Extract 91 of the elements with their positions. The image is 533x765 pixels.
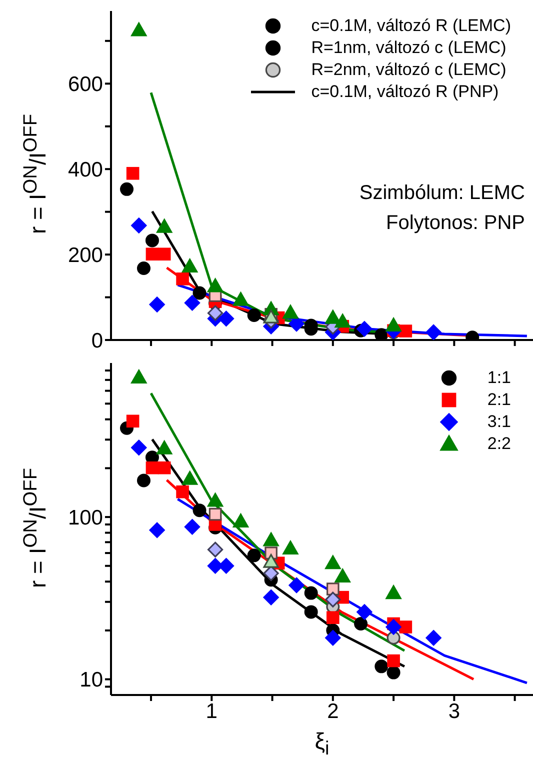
point	[325, 310, 341, 324]
point	[325, 555, 341, 570]
point	[386, 619, 402, 635]
point	[207, 492, 224, 507]
point	[263, 554, 279, 568]
point	[326, 611, 340, 624]
legend-label: R=1nm, változó c (LEMC)	[311, 38, 506, 58]
annotation: Folytonos: PNP	[385, 211, 525, 236]
point	[158, 461, 171, 474]
point	[282, 304, 298, 319]
x-tick-label: 1	[206, 700, 218, 723]
point	[192, 286, 206, 300]
x-axis-title: ξ$_{i}$	[314, 728, 330, 761]
point	[386, 666, 400, 680]
point	[184, 519, 200, 535]
y-tick-label: 600	[68, 73, 103, 96]
point	[263, 310, 279, 324]
point	[136, 261, 150, 275]
legend-label: 1:1	[487, 368, 511, 388]
point	[386, 631, 400, 645]
point	[325, 592, 341, 608]
point	[334, 314, 350, 328]
point	[374, 660, 388, 674]
legend-label: 2:2	[487, 434, 511, 454]
legend-label: c=0.1M, változó R (PNP)	[311, 82, 499, 102]
point	[304, 586, 318, 600]
y-tick-label: 100	[68, 506, 103, 530]
point	[282, 540, 298, 555]
point	[326, 582, 340, 596]
annotation: Szimbólum: LEMC	[359, 181, 525, 206]
point	[126, 166, 140, 180]
point	[334, 568, 350, 583]
point	[387, 654, 400, 668]
point	[145, 234, 159, 248]
point	[399, 324, 412, 338]
point	[247, 548, 261, 562]
point	[426, 324, 442, 340]
point	[386, 318, 402, 332]
legend-label: 2:1	[487, 390, 511, 410]
line-series	[150, 392, 406, 652]
point	[356, 604, 372, 620]
point	[131, 22, 147, 36]
point	[304, 605, 318, 619]
point	[149, 296, 165, 312]
point	[158, 248, 171, 261]
point	[356, 321, 372, 337]
y-tick-label: 10	[80, 668, 103, 692]
point	[184, 295, 200, 311]
line-series	[166, 478, 475, 681]
legend-label: c=0.1M, változó R (LEMC)	[311, 16, 511, 36]
point	[263, 590, 279, 606]
point	[131, 440, 147, 456]
point	[192, 504, 206, 518]
point	[288, 577, 304, 594]
point	[146, 461, 159, 474]
legend-label: 3:1	[487, 412, 511, 432]
point	[426, 630, 442, 646]
point	[263, 532, 279, 546]
point	[232, 514, 249, 528]
legend-label: R=2nm, változó c (LEMC)	[311, 60, 506, 80]
y-tick-label: 200	[68, 244, 103, 267]
point	[247, 308, 261, 322]
point	[156, 440, 172, 454]
point	[182, 471, 198, 485]
point	[146, 248, 159, 261]
point	[156, 218, 172, 233]
point	[325, 630, 341, 646]
point	[176, 485, 189, 498]
point	[207, 305, 224, 321]
point	[182, 258, 198, 273]
point	[386, 585, 402, 600]
x-tick-label: 2	[327, 700, 339, 723]
point	[288, 316, 304, 332]
point	[131, 218, 147, 234]
point	[176, 272, 189, 286]
point	[136, 474, 150, 488]
point	[208, 508, 222, 521]
point	[207, 278, 224, 292]
point	[232, 292, 249, 306]
point	[126, 414, 140, 428]
point	[207, 542, 224, 558]
point	[374, 328, 388, 340]
point	[399, 620, 412, 634]
point	[149, 522, 165, 538]
point	[120, 182, 134, 196]
point	[354, 616, 368, 630]
line-series	[150, 438, 406, 668]
x-tick-label: 3	[448, 700, 460, 723]
y-tick-label: 0	[91, 329, 103, 352]
y-tick-label: 400	[68, 158, 103, 182]
point	[131, 370, 147, 384]
